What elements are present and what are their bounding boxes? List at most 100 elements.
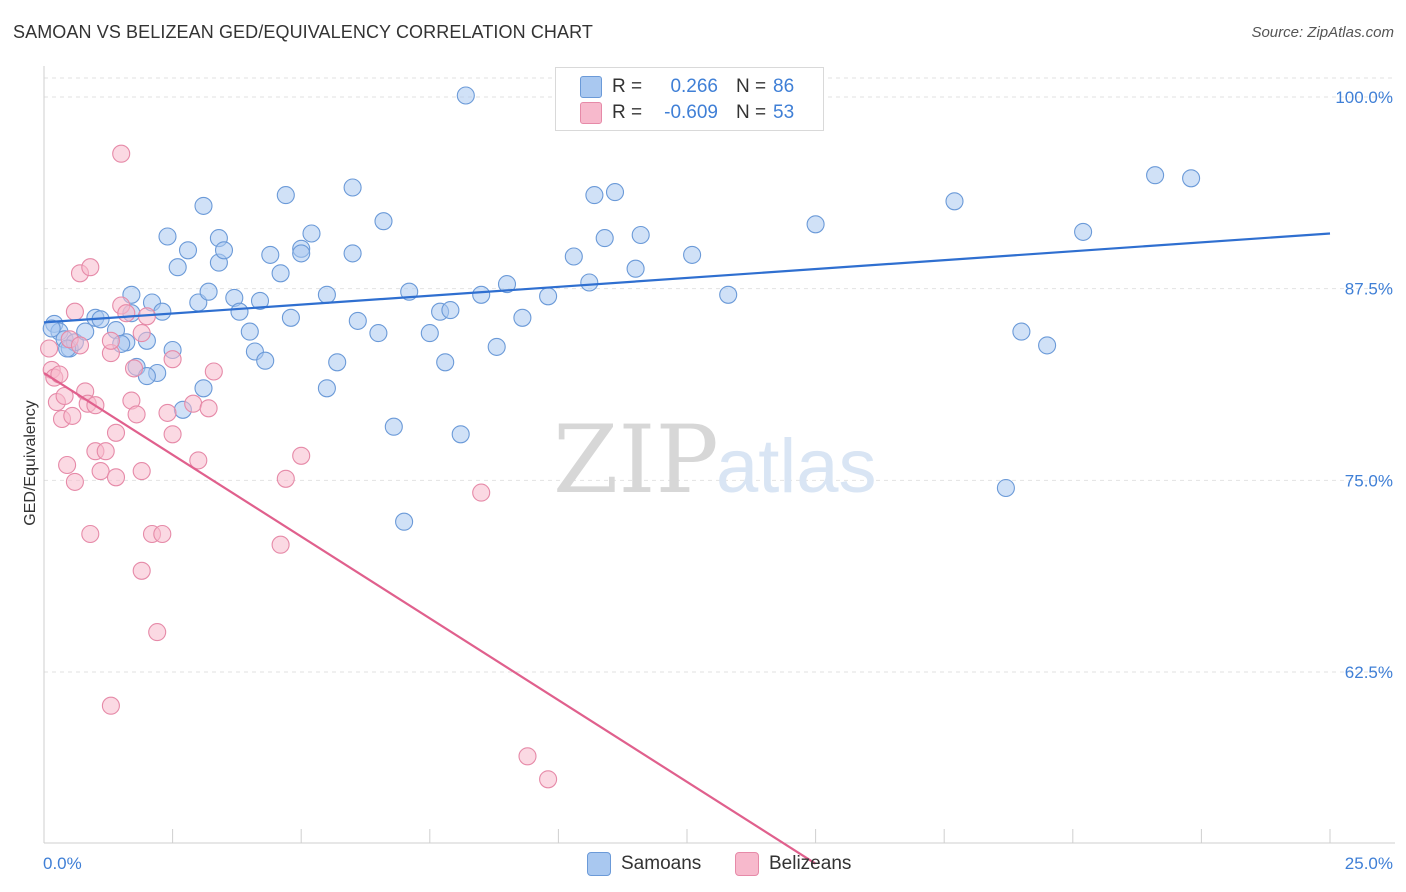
samoan-point — [945, 192, 964, 211]
samoan-point — [317, 285, 336, 304]
samoan-point — [683, 245, 702, 264]
r-label: R = — [612, 102, 643, 123]
belizean-point — [127, 405, 146, 424]
samoan-point — [178, 241, 198, 260]
samoan-point — [395, 512, 414, 531]
belizean-point — [204, 362, 223, 381]
samoan-point — [1012, 322, 1031, 341]
belizean-point — [132, 324, 151, 343]
belizean-point — [70, 336, 90, 355]
belizean-point — [163, 350, 182, 369]
belizean-point — [96, 442, 115, 461]
belizean-point — [539, 770, 558, 789]
belizean-point — [276, 469, 295, 488]
stats-legend: R = 0.266 N = 86 R = -0.609 N = 53 — [555, 67, 824, 131]
samoan-point — [194, 196, 213, 215]
belizean-point — [189, 451, 208, 470]
samoan-point — [369, 324, 388, 343]
samoan-point — [158, 227, 177, 246]
legend-row-belizeans: R = -0.609 N = 53 — [556, 100, 823, 126]
belizean-point — [91, 462, 110, 481]
samoan-point — [487, 337, 506, 356]
samoan-point — [292, 244, 311, 263]
belizean-point — [124, 359, 144, 378]
belizean-point — [518, 747, 537, 766]
samoan-point — [230, 302, 249, 321]
watermark-zip: ZIP — [553, 406, 719, 515]
samoan-point — [626, 259, 645, 278]
samoan-point — [199, 282, 218, 301]
belizean-point — [55, 386, 74, 406]
belizean-point — [58, 455, 77, 475]
samoan-point — [261, 245, 280, 264]
samoan-point — [513, 308, 532, 327]
watermark-atlas: atlas — [716, 424, 877, 509]
samoan-point — [605, 183, 625, 202]
samoan-swatch — [587, 852, 611, 876]
samoan-point — [631, 225, 650, 245]
samoan-point — [276, 186, 295, 205]
belizean-point — [65, 472, 84, 491]
samoan-point — [441, 301, 460, 320]
samoan-point — [806, 215, 825, 234]
samoan-point — [1182, 169, 1201, 188]
n-value: 86 — [773, 76, 795, 97]
watermark: ZIP atlas — [553, 406, 877, 515]
r-value: 0.266 — [670, 76, 718, 97]
samoan-swatch — [580, 76, 602, 98]
legend-label-samoans: Samoans — [621, 853, 702, 874]
source-credit: Source: ZipAtlas.com — [1251, 24, 1394, 41]
samoan-point — [343, 244, 362, 263]
r-label: R = — [612, 76, 643, 97]
n-value: 53 — [773, 102, 795, 123]
belizean-point — [148, 623, 167, 642]
y-tick-label: 75.0% — [1345, 471, 1393, 490]
tick-labels: 100.0% 87.5% 75.0% 62.5% 0.0% 25.0% — [43, 88, 1393, 873]
samoan-point — [585, 186, 604, 205]
grid-lines — [44, 77, 1395, 673]
belizean-point — [117, 304, 136, 323]
belizean-point — [163, 425, 182, 444]
belizean-point — [50, 365, 69, 384]
samoan-point — [250, 291, 270, 310]
belizean-point — [184, 394, 203, 413]
y-axis-label: GED/Equivalency — [22, 400, 39, 525]
samoan-point — [436, 353, 455, 372]
legend-item-samoans[interactable]: Samoans — [587, 852, 701, 876]
samoan-point — [214, 241, 234, 260]
samoan-point — [996, 478, 1015, 498]
r-value: -0.609 — [664, 102, 718, 123]
samoan-point — [317, 379, 336, 398]
samoan-point — [580, 273, 599, 292]
samoan-point — [719, 285, 738, 304]
belizean-point — [106, 468, 126, 487]
n-label: N = — [736, 102, 767, 123]
samoan-point — [348, 311, 367, 330]
belizean-point — [199, 399, 218, 418]
samoan-point — [256, 351, 275, 370]
samoan-point — [539, 287, 558, 306]
belizean-point — [101, 696, 120, 715]
x-tick-label: 0.0% — [43, 854, 82, 873]
belizean-point — [158, 403, 177, 422]
belizean-point — [153, 524, 172, 544]
belizean-point — [40, 339, 59, 358]
belizean-point — [81, 524, 100, 544]
samoan-point — [240, 322, 259, 341]
samoan-point — [1146, 166, 1165, 185]
series-legend: Samoans Belizeans — [0, 852, 1406, 876]
chart-title: SAMOAN VS BELIZEAN GED/EQUIVALENCY CORRE… — [13, 22, 593, 42]
samoan-point — [420, 324, 439, 343]
samoan-point — [472, 285, 491, 304]
belizean-point — [271, 535, 290, 554]
belizean-point — [65, 302, 84, 321]
legend-item-belizeans[interactable]: Belizeans — [735, 852, 851, 876]
samoan-point — [271, 264, 290, 283]
n-label: N = — [736, 76, 767, 97]
samoan-point — [1038, 336, 1057, 355]
samoan-point — [42, 319, 61, 338]
belizean-point — [292, 446, 311, 465]
samoan-point — [374, 212, 393, 231]
axes — [43, 66, 1395, 844]
